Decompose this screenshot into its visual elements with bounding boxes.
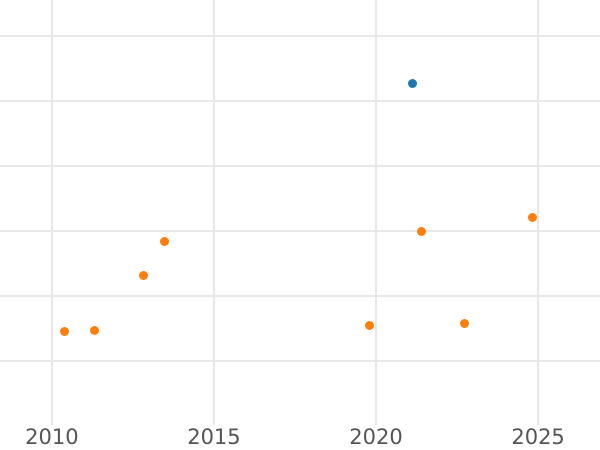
gridline-horizontal <box>0 230 600 233</box>
gridline-horizontal <box>0 165 600 168</box>
gridline-horizontal <box>0 295 600 298</box>
orange-series-point <box>90 326 100 336</box>
blue-series-point <box>407 79 417 89</box>
orange-series-point <box>460 319 470 329</box>
x-tick-label: 2015 <box>187 425 241 449</box>
orange-series-point <box>160 236 170 246</box>
orange-series-point <box>528 212 538 222</box>
orange-series-point <box>364 321 374 331</box>
gridline-horizontal <box>0 35 600 38</box>
orange-series-point <box>59 326 69 336</box>
x-tick-label: 2010 <box>25 425 79 449</box>
orange-series-point <box>417 226 427 236</box>
gridline-horizontal <box>0 360 600 363</box>
gridline-vertical <box>50 0 53 425</box>
x-axis: 2010 2015 2020 2025 <box>0 425 600 450</box>
plot-area <box>0 0 600 425</box>
gridline-vertical <box>537 0 540 425</box>
x-tick-label: 2025 <box>511 425 565 449</box>
gridline-vertical <box>375 0 377 425</box>
gridline-vertical <box>212 0 215 425</box>
orange-series-point <box>138 271 148 281</box>
gridline-horizontal <box>0 100 600 103</box>
x-tick-label: 2020 <box>349 425 403 449</box>
